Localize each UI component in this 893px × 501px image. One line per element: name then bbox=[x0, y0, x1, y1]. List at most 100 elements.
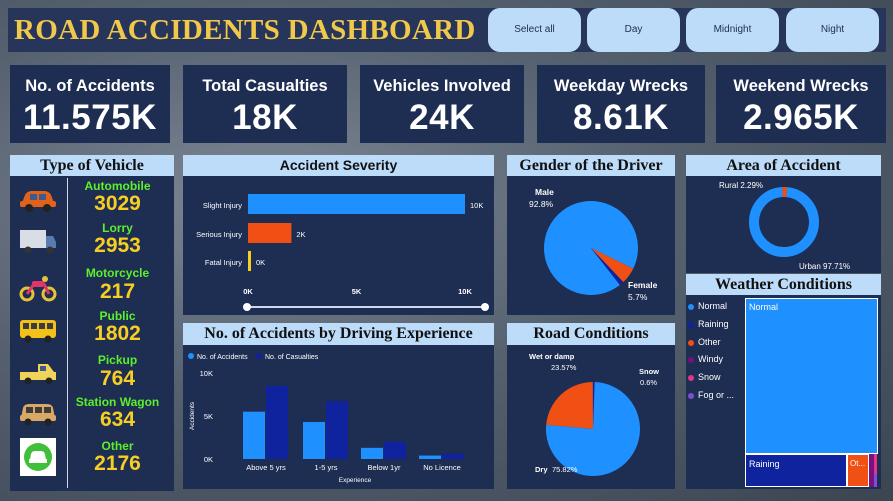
slicer-day-button[interactable]: Day bbox=[587, 8, 680, 52]
slicer-night-button[interactable]: Night bbox=[786, 8, 879, 52]
experience-category-label: Above 5 yrs bbox=[246, 463, 286, 472]
bus-icon bbox=[20, 320, 56, 343]
area-label-rural: Rural 2.29% bbox=[719, 181, 763, 190]
weather-legend-normal[interactable]: Normal bbox=[688, 301, 727, 311]
road-title: Road Conditions bbox=[507, 323, 675, 345]
experience-bar[interactable] bbox=[243, 411, 265, 459]
legend-dot bbox=[688, 321, 694, 328]
road-slice[interactable] bbox=[546, 382, 640, 476]
gender-slice[interactable] bbox=[591, 248, 634, 283]
kpi-label: Vehicles Involved bbox=[373, 77, 511, 95]
legend-label: Raining bbox=[698, 319, 729, 329]
vehicle-value-lorry: 2953 bbox=[94, 234, 141, 257]
legend-dot bbox=[688, 356, 694, 363]
road-slice[interactable] bbox=[592, 382, 595, 429]
severity-panel bbox=[183, 155, 494, 315]
road-chart: Wet or damp 23.57% Snow 0.6% Dry 75.82% bbox=[529, 352, 659, 476]
truck-icon bbox=[20, 230, 56, 254]
slicer-select-all-button[interactable]: Select all bbox=[488, 8, 581, 52]
severity-x-tick: 0K bbox=[243, 287, 253, 296]
slicer-midnight-button[interactable]: Midnight bbox=[686, 8, 779, 52]
tile-label: Ot... bbox=[850, 459, 866, 468]
weather-legend-fog[interactable]: Fog or ... bbox=[688, 390, 734, 400]
road-slice[interactable] bbox=[546, 382, 593, 429]
kpi-value: 18K bbox=[232, 98, 298, 137]
severity-data-label: 10K bbox=[470, 201, 483, 210]
legend-label: Other bbox=[698, 337, 721, 347]
road-value-wet: 23.57% bbox=[551, 363, 577, 372]
weather-tile-raining[interactable]: Raining bbox=[745, 454, 847, 487]
experience-y-axis-label: Accidents bbox=[189, 401, 196, 430]
experience-bar[interactable] bbox=[303, 422, 325, 459]
experience-x-axis-label: Experience bbox=[339, 477, 372, 484]
vehicle-name-public: Public bbox=[99, 309, 136, 323]
experience-category-label: 1-5 yrs bbox=[315, 463, 338, 472]
severity-category-label: Slight Injury bbox=[203, 201, 242, 210]
area-donut-segment[interactable] bbox=[749, 186, 819, 257]
gender-chart: Male 92.8% Female 5.7% bbox=[529, 187, 658, 302]
weather-tile-windy[interactable] bbox=[869, 454, 874, 487]
car-icon bbox=[20, 191, 56, 212]
kpi-value: 2.965K bbox=[743, 98, 859, 137]
legend-dot bbox=[688, 374, 694, 381]
experience-legend-dot bbox=[188, 353, 194, 359]
experience-bar[interactable] bbox=[384, 441, 406, 459]
vehicle-divider bbox=[67, 178, 68, 488]
severity-bar[interactable] bbox=[248, 194, 465, 214]
kpi-value: 11.575K bbox=[23, 98, 157, 137]
kpi-value: 8.61K bbox=[573, 98, 669, 137]
gender-value-female: 5.7% bbox=[628, 292, 648, 302]
severity-title: Accident Severity bbox=[183, 155, 494, 176]
severity-data-label: 2K bbox=[296, 230, 305, 239]
legend-dot bbox=[688, 339, 694, 346]
kpi-weekday-card: Weekday Wrecks 8.61K bbox=[537, 65, 705, 143]
experience-bar[interactable] bbox=[326, 401, 348, 459]
road-value-snow: 0.6% bbox=[640, 378, 657, 387]
area-donut-segment[interactable] bbox=[749, 186, 819, 257]
legend-dot bbox=[688, 392, 694, 399]
gender-label-male: Male bbox=[535, 187, 554, 197]
area-chart: Rural 2.29% Urban 97.71% bbox=[719, 181, 850, 271]
vehicle-name-pickup: Pickup bbox=[97, 353, 138, 367]
weather-title: Weather Conditions bbox=[686, 274, 881, 295]
severity-data-label: 0K bbox=[256, 258, 265, 267]
weather-legend-windy[interactable]: Windy bbox=[688, 354, 723, 364]
severity-category-label: Fatal Injury bbox=[205, 258, 242, 267]
experience-legend-label[interactable]: No. of Casualties bbox=[265, 354, 319, 361]
area-label-urban: Urban 97.71% bbox=[799, 262, 850, 271]
vehicle-value-motorcycle: 217 bbox=[99, 280, 136, 303]
weather-tile-fog[interactable] bbox=[874, 474, 877, 487]
severity-bar[interactable] bbox=[248, 251, 251, 271]
vehicle-value-station-wagon: 634 bbox=[99, 408, 136, 431]
severity-x-tick: 5K bbox=[352, 287, 362, 296]
experience-y-tick: 0K bbox=[204, 455, 213, 464]
experience-bar[interactable] bbox=[266, 385, 288, 459]
severity-x-tick: 10K bbox=[458, 287, 472, 296]
gender-slice[interactable] bbox=[591, 248, 624, 286]
experience-y-tick: 5K bbox=[204, 412, 213, 421]
pickup-icon bbox=[20, 364, 56, 385]
vehicle-value-public: 1802 bbox=[94, 322, 141, 345]
weather-legend-raining[interactable]: Raining bbox=[688, 319, 729, 329]
weather-legend-snow[interactable]: Snow bbox=[688, 372, 721, 382]
kpi-vehicles-card: Vehicles Involved 24K bbox=[360, 65, 524, 143]
kpi-weekend-card: Weekend Wrecks 2.965K bbox=[716, 65, 886, 143]
severity-bar[interactable] bbox=[248, 223, 292, 243]
experience-y-tick: 10K bbox=[200, 369, 213, 378]
experience-category-label: Below 1yr bbox=[368, 463, 401, 472]
experience-bar[interactable] bbox=[361, 447, 383, 459]
severity-range-start-handle[interactable] bbox=[243, 303, 251, 311]
weather-tile-other[interactable]: Ot... bbox=[847, 454, 869, 487]
legend-label: Snow bbox=[698, 372, 721, 382]
vehicle-value-pickup: 764 bbox=[99, 367, 136, 390]
weather-tile-normal[interactable]: Normal bbox=[745, 298, 878, 454]
experience-legend-label[interactable]: No. of Accidents bbox=[197, 354, 248, 361]
kpi-label: Total Casualties bbox=[202, 77, 328, 95]
weather-tile-snow[interactable] bbox=[874, 454, 877, 474]
experience-bar[interactable] bbox=[419, 455, 441, 459]
experience-bar[interactable] bbox=[442, 453, 464, 459]
severity-range-end-handle[interactable] bbox=[481, 303, 489, 311]
kpi-casualties-card: Total Casualties 18K bbox=[183, 65, 347, 143]
weather-legend-other[interactable]: Other bbox=[688, 337, 721, 347]
legend-dot bbox=[688, 303, 694, 310]
